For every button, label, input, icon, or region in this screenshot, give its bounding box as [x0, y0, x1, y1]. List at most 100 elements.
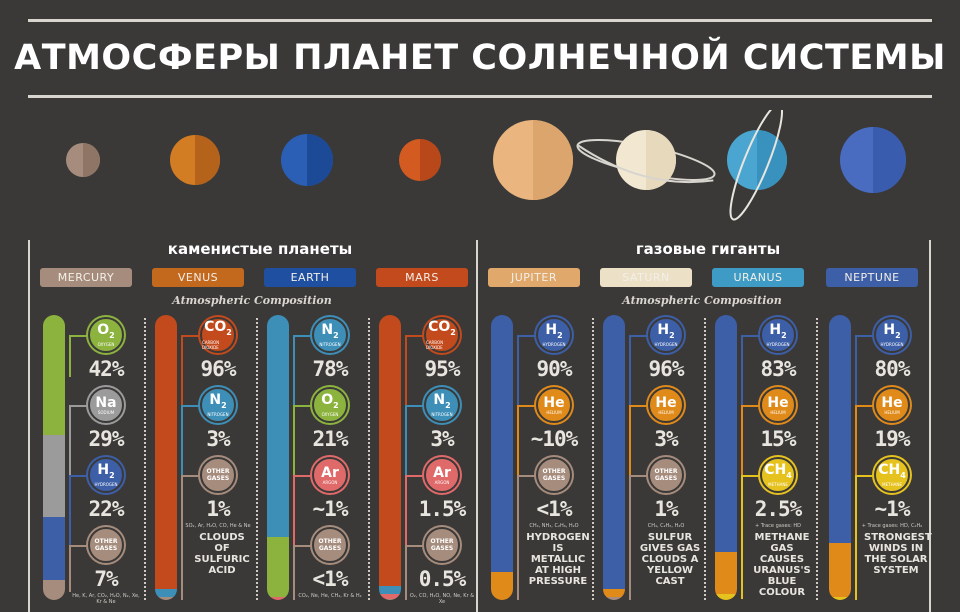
atmospheric-label-rocky: Atmospheric Composition	[172, 294, 332, 307]
gas-badge: H2 hydrogen	[874, 317, 910, 353]
planet-row	[66, 110, 906, 221]
gas-percentage: 96%	[200, 357, 237, 381]
gas-percentage: 3%	[654, 427, 678, 451]
planet-label-mars: MARS	[376, 268, 468, 287]
bar-segment	[155, 588, 177, 598]
bar-segment	[603, 315, 625, 589]
gas-detail: SO₂, Ar, H₂O, CO, He & Ne	[185, 523, 251, 529]
planet-note: HYDROGEN IS METALLIC AT HIGH PRESSURE	[526, 532, 590, 587]
bar-segment	[267, 597, 289, 600]
composition-bar-neptune	[829, 315, 851, 600]
gas-subscript: 2	[333, 400, 339, 410]
atmospheric-label-gas: Atmospheric Composition	[622, 294, 782, 307]
connector-line	[69, 545, 90, 593]
connector-line	[629, 335, 650, 454]
connector-line	[855, 335, 876, 431]
gas-symbol: OTHER GASES	[430, 538, 454, 552]
bar-segment	[43, 517, 65, 581]
gas-name: argon	[322, 479, 338, 485]
gas-percentage: 80%	[874, 357, 911, 381]
gas-name: nitrogen	[319, 342, 341, 348]
bar-segment	[43, 434, 65, 518]
gas-percentage: <1%	[536, 497, 573, 521]
connector-line	[293, 475, 314, 600]
gas-badge: He helium	[648, 387, 684, 423]
connector-line	[517, 335, 538, 446]
composition-bar-jupiter	[491, 315, 513, 600]
gas-badge: CH4 methane	[760, 457, 796, 493]
gas-detail: CH₄, NH₃, C₂H₆, H₂O	[529, 523, 579, 529]
bar-segment	[43, 580, 65, 600]
gas-name: hydrogen	[94, 482, 118, 488]
gas-percentage: 29%	[88, 427, 125, 451]
column-separator	[704, 318, 706, 600]
composition-bar-mars	[379, 315, 401, 600]
gas-symbol: N2	[209, 391, 227, 410]
gas-badge: OTHER GASES	[88, 527, 124, 563]
connector-line	[629, 475, 650, 600]
gas-subscript: 2	[221, 400, 227, 410]
bar-segment	[603, 597, 625, 600]
gas-badge: CO2 carbon dioxide	[424, 317, 460, 353]
gas-subscript: 2	[445, 400, 451, 410]
gas-badge: Na sodium	[88, 387, 124, 423]
column-separator	[256, 318, 258, 600]
gas-badge: OTHER GASES	[648, 457, 684, 493]
gas-detail: + Trace gases: HD, C₂H₆	[861, 523, 923, 529]
gas-name: methane	[882, 482, 902, 488]
gas-name: hydrogen	[654, 342, 678, 348]
bar-segment	[829, 315, 851, 543]
gas-name: helium	[546, 409, 562, 415]
bar-segment	[155, 597, 177, 600]
gas-symbol: Ar	[321, 464, 339, 481]
bar-segment	[379, 315, 401, 586]
gas-badge: CO2 carbon dioxide	[200, 317, 236, 353]
gas-subscript: 2	[333, 330, 339, 340]
gas-percentage: 83%	[760, 357, 797, 381]
bar-segment	[43, 315, 65, 435]
gas-percentage: 95%	[424, 357, 461, 381]
gas-detail: CH₄, C₂H₆, H₂O	[647, 523, 685, 529]
gas-symbol: Na	[95, 394, 117, 411]
gas-badge: O2 oxygen	[88, 317, 124, 353]
gas-name: methane	[768, 482, 788, 488]
gas-symbol: OTHER GASES	[654, 468, 678, 482]
gas-subscript: 2	[109, 470, 115, 480]
planet-note: CLOUDS OF SULFURIC ACID	[194, 532, 250, 576]
planet-mars	[399, 139, 441, 181]
composition-bar-uranus	[715, 315, 737, 600]
gas-percentage: 90%	[536, 357, 573, 381]
gas-percentage: 19%	[874, 427, 911, 451]
gas-subscript: 4	[786, 470, 792, 480]
bar-segment	[715, 315, 737, 552]
gas-subscript: 2	[557, 330, 563, 340]
gas-percentage: 1%	[654, 497, 678, 521]
left-frame-line	[28, 240, 30, 612]
connector-line	[181, 335, 202, 454]
gas-badge: OTHER GASES	[200, 457, 236, 493]
bar-segment	[715, 594, 737, 600]
connector-line	[69, 405, 90, 479]
gas-badge: CH4 methane	[874, 457, 910, 493]
connector-line	[741, 335, 762, 436]
connector-line	[741, 475, 762, 600]
gas-subscript: 2	[781, 330, 787, 340]
planet-label-uranus: URANUS	[712, 268, 804, 287]
planet-mercury	[66, 143, 100, 177]
bar-segment	[829, 543, 851, 598]
bar-segment	[603, 588, 625, 598]
planet-neptune	[840, 127, 906, 193]
gas-name: argon	[434, 479, 450, 485]
gas-percentage: 42%	[88, 357, 125, 381]
planet-label-venus: VENUS	[152, 268, 244, 287]
group-label-gas-giants: газовые гиганты	[635, 240, 781, 258]
gas-name: sodium	[97, 409, 115, 415]
gas-symbol: H2	[657, 321, 675, 340]
planet-label-mercury: MERCURY	[40, 268, 132, 287]
bar-segment	[379, 585, 401, 595]
planet-note: SULFUR GIVES GAS CLOUDS A YELLOW CAST	[639, 532, 701, 587]
gas-badge: N2 nitrogen	[312, 317, 348, 353]
column-separator	[592, 318, 594, 600]
connector-line	[181, 475, 202, 600]
